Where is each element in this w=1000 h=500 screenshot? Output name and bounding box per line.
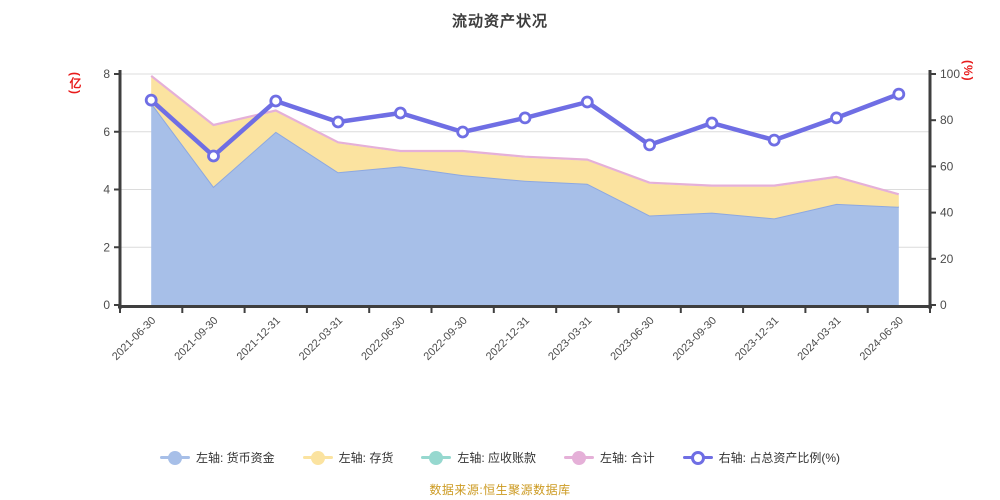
series-area-monetary-funds [151, 102, 899, 306]
left-axis-tick-label: 0 [103, 298, 110, 312]
area-series-icon [421, 450, 452, 465]
data-point-marker[interactable] [331, 115, 345, 129]
x-axis-date-label: 2024-06-30 [858, 315, 906, 363]
data-point-marker[interactable] [207, 149, 220, 163]
data-point-marker[interactable] [456, 125, 470, 139]
left-axis-tick-label: 2 [103, 240, 110, 254]
x-axis-date-label: 2022-03-31 [297, 315, 345, 363]
legend-item-monetary-funds[interactable]: 左轴: 货币资金 [159, 449, 275, 466]
x-axis-date-label: 2023-03-31 [546, 315, 594, 363]
left-axis-unit-label: (亿) [68, 72, 82, 95]
x-axis-date-label: 2021-12-31 [235, 315, 283, 363]
left-axis-tick-label: 4 [103, 183, 110, 197]
data-point-marker[interactable] [830, 111, 843, 125]
line-series-icon [564, 450, 594, 465]
legend-item-label: 右轴: 占总资产比例(%) [718, 451, 841, 465]
legend: 左轴: 货币资金 左轴: 存货 左轴: 应收账款 左轴: 合计 右轴: 占总资产… [0, 449, 1000, 466]
x-axis-date-label: 2022-06-30 [359, 315, 407, 363]
right-axis-tick-label: 20 [940, 252, 954, 266]
x-axis-date-label: 2023-09-30 [671, 315, 719, 363]
data-point-marker[interactable] [580, 95, 594, 109]
area-series-icon [302, 450, 333, 465]
x-axis-date-label: 2024-03-31 [795, 315, 843, 363]
legend-item-label: 左轴: 货币资金 [195, 451, 275, 465]
right-axis-tick-label: 60 [940, 159, 954, 173]
legend-item-total[interactable]: 左轴: 合计 [564, 449, 655, 466]
data-point-marker[interactable] [393, 106, 407, 120]
data-point-marker[interactable] [643, 138, 656, 152]
data-point-marker[interactable] [892, 87, 906, 101]
legend-item-label: 左轴: 合计 [600, 451, 655, 465]
series-area-inventory [151, 76, 899, 219]
series-line-total [150, 75, 900, 196]
legend-item-label: 左轴: 应收账款 [457, 451, 536, 465]
right-axis-tick-label: 40 [940, 206, 954, 220]
data-point-marker[interactable] [144, 93, 158, 107]
data-source-note: 数据来源:恒生聚源数据库 [429, 483, 571, 497]
area-series-icon [159, 450, 190, 465]
left-axis-tick-label: 6 [103, 125, 110, 139]
legend-item-asset-ratio[interactable]: 右轴: 占总资产比例(%) [682, 449, 841, 466]
legend-item-inventory[interactable]: 左轴: 存货 [302, 449, 394, 466]
data-point-marker[interactable] [518, 111, 532, 125]
data-point-marker[interactable] [269, 94, 283, 108]
x-axis-date-label: 2023-12-31 [733, 315, 781, 363]
x-axis-date-label: 2023-06-30 [608, 315, 656, 363]
left-axis-tick-label: 8 [103, 67, 110, 81]
right-axis-unit-label: (%) [961, 60, 975, 82]
chart-title: 流动资产状况 [451, 13, 548, 30]
x-axis-date-label: 2022-12-31 [484, 315, 532, 363]
x-axis-date-label: 2021-09-30 [172, 315, 220, 363]
line-marker-series-icon [682, 450, 713, 465]
right-axis-tick-label: 0 [940, 298, 947, 312]
x-axis-date-label: 2021-06-30 [110, 315, 158, 363]
data-point-marker[interactable] [767, 133, 781, 147]
x-axis-date-label: 2022-09-30 [422, 315, 470, 363]
right-axis-tick-label: 100 [940, 67, 960, 81]
legend-item-receivables[interactable]: 左轴: 应收账款 [421, 449, 536, 466]
right-axis-tick-label: 80 [940, 113, 954, 127]
data-point-marker[interactable] [705, 116, 719, 130]
legend-item-label: 左轴: 存货 [338, 451, 394, 465]
